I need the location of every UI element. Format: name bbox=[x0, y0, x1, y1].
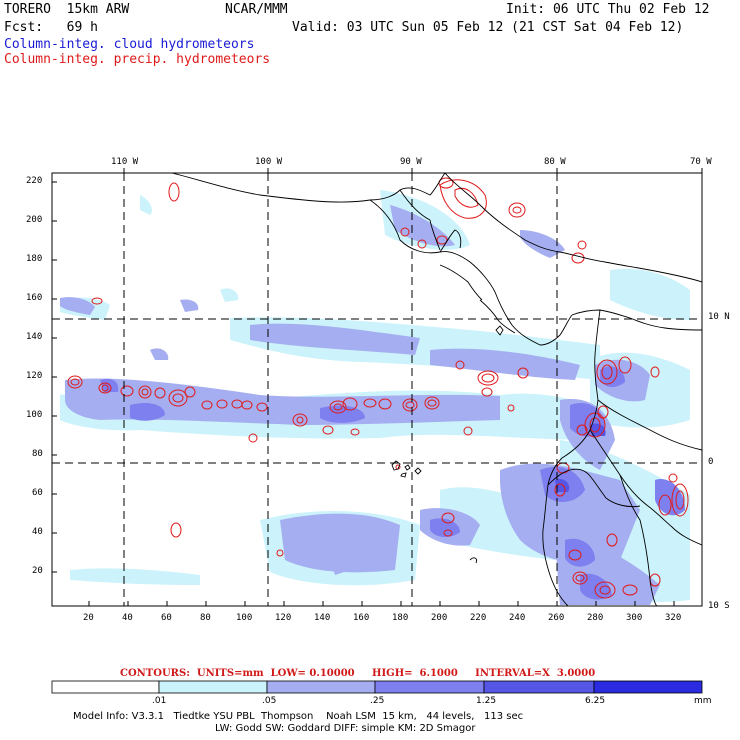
x-tick-label: 180 bbox=[392, 613, 409, 623]
y-tick-label: 100 bbox=[26, 410, 43, 420]
organization-label: NCAR/MMM bbox=[225, 2, 288, 17]
y-tick-label: 180 bbox=[26, 254, 43, 264]
x-tick-label: 60 bbox=[161, 613, 172, 623]
x-tick-label: 320 bbox=[665, 613, 682, 623]
x-tick-label: 140 bbox=[314, 613, 331, 623]
legend-label: 6.25 bbox=[585, 696, 606, 706]
lat-lon-grid bbox=[52, 173, 702, 606]
lon-label-90w: 90 W bbox=[400, 157, 422, 167]
y-tick-label: 160 bbox=[26, 293, 43, 303]
x-tick-label: 160 bbox=[353, 613, 370, 623]
y-tick-label: 200 bbox=[26, 215, 43, 225]
lat-label-0: 0 bbox=[708, 457, 714, 467]
x-axis-ticks bbox=[88, 601, 675, 606]
legend-swatch-1 bbox=[158, 680, 268, 694]
x-tick-label: 120 bbox=[275, 613, 292, 623]
lon-label-80w: 80 W bbox=[544, 157, 566, 167]
cloud-hydrometeor-shading bbox=[60, 190, 690, 605]
model-info: Model Info: V3.3.1 Tiedtke YSU PBL Thomp… bbox=[73, 711, 524, 722]
y-tick-label: 60 bbox=[32, 488, 43, 498]
y-tick-label: 120 bbox=[26, 371, 43, 381]
model-title: TORERO 15km ARW bbox=[4, 2, 130, 17]
x-tick-label: 300 bbox=[626, 613, 643, 623]
x-tick-label: 220 bbox=[470, 613, 487, 623]
lat-label-10s: 10 S bbox=[708, 601, 730, 611]
plot-frame bbox=[51, 172, 703, 607]
lon-label-100w: 100 W bbox=[255, 157, 283, 167]
legend-label: .05 bbox=[262, 696, 277, 706]
field-precip-hydrometeors-label: Column-integ. precip. hydrometeors bbox=[4, 52, 271, 67]
legend-swatch-0 bbox=[51, 680, 160, 694]
legend-label: 1.25 bbox=[476, 696, 497, 706]
color-legend-bar bbox=[51, 680, 703, 694]
field-cloud-hydrometeors-label: Column-integ. cloud hydrometeors bbox=[4, 37, 255, 52]
lon-label-70w: 70 W bbox=[690, 157, 712, 167]
y-tick-label: 80 bbox=[32, 449, 43, 459]
forecast-hour: Fcst: 69 h bbox=[4, 20, 98, 35]
legend-label: .25 bbox=[370, 696, 385, 706]
valid-time: Valid: 03 UTC Sun 05 Feb 12 (21 CST Sat … bbox=[292, 20, 684, 35]
contour-info: CONTOURS: UNITS=mm LOW= 0.10000 HIGH= 6.… bbox=[120, 668, 596, 679]
legend-swatch-4 bbox=[483, 680, 595, 694]
x-tick-label: 260 bbox=[548, 613, 565, 623]
y-axis-ticks bbox=[52, 181, 57, 573]
x-tick-label: 20 bbox=[83, 613, 94, 623]
coastlines bbox=[171, 173, 702, 606]
y-tick-label: 40 bbox=[32, 527, 43, 537]
y-tick-label: 140 bbox=[26, 332, 43, 342]
x-tick-label: 80 bbox=[200, 613, 211, 623]
lat-label-10n: 10 N bbox=[708, 312, 730, 322]
legend-swatch-2 bbox=[266, 680, 376, 694]
y-tick-label: 220 bbox=[26, 176, 43, 186]
physics-info: LW: Godd SW: Goddard DIFF: simple KM: 2D… bbox=[215, 723, 476, 734]
lon-label-110w: 110 W bbox=[111, 157, 139, 167]
x-tick-label: 100 bbox=[236, 613, 253, 623]
x-tick-label: 200 bbox=[431, 613, 448, 623]
x-tick-label: 240 bbox=[509, 613, 526, 623]
legend-label: .01 bbox=[152, 696, 167, 706]
legend-swatch-5 bbox=[593, 680, 703, 694]
legend-swatch-3 bbox=[374, 680, 485, 694]
legend-unit: mm bbox=[694, 696, 712, 706]
x-tick-label: 40 bbox=[122, 613, 133, 623]
lon-ticks bbox=[123, 168, 703, 173]
x-tick-label: 280 bbox=[587, 613, 604, 623]
y-tick-label: 20 bbox=[32, 566, 43, 576]
init-time: Init: 06 UTC Thu 02 Feb 12 bbox=[506, 2, 710, 17]
